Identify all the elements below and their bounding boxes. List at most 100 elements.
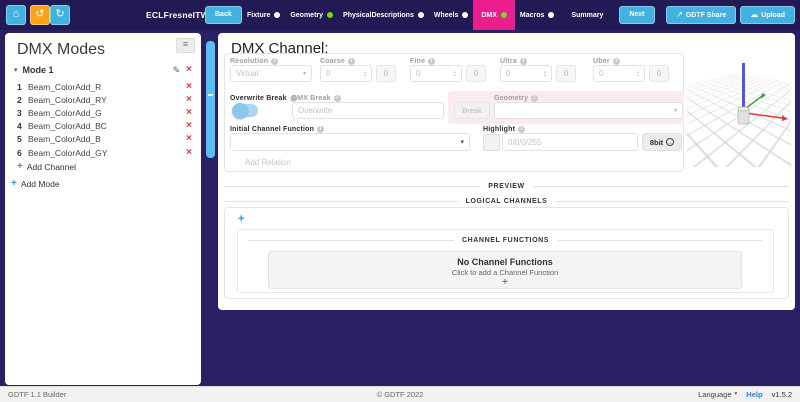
info-icon bbox=[317, 126, 325, 133]
number-spinner-icon[interactable]: ▴ ▾ bbox=[363, 68, 366, 78]
redo-button[interactable]: ↻ bbox=[50, 5, 70, 25]
highlight-input[interactable]: 0/0/0/255 bbox=[502, 133, 638, 151]
help-link[interactable]: Help bbox=[746, 390, 763, 399]
tab-summary[interactable]: Summary bbox=[571, 11, 604, 19]
channel-row[interactable]: 1 Beam_ColorAdd_R × bbox=[5, 80, 201, 93]
language-select[interactable]: Language ▾ bbox=[698, 387, 737, 402]
edit-mode-icon[interactable]: ✎ bbox=[172, 64, 181, 75]
number-spinner-icon[interactable]: ▴ ▾ bbox=[543, 68, 546, 78]
chevron-down-icon: ▾ bbox=[302, 71, 306, 77]
channel-row[interactable]: 3 Beam_ColorAdd_G × bbox=[5, 106, 201, 119]
empty-state-title: No Channel Functions bbox=[457, 257, 553, 267]
highlight-color-swatch[interactable] bbox=[483, 134, 500, 151]
plus-icon: + bbox=[17, 161, 23, 173]
tab-bar: Fixture Geometry PhysicalDescriptions Wheel… bbox=[242, 0, 655, 30]
gdtf-share-label: GDTF Share bbox=[685, 12, 727, 19]
delete-mode-icon[interactable]: × bbox=[186, 64, 192, 75]
upload-button[interactable]: ☁ Upload bbox=[740, 6, 795, 24]
overwrite-break-toggle[interactable] bbox=[232, 102, 258, 119]
geometry-3d-viewport[interactable] bbox=[687, 51, 791, 167]
tab-fixture[interactable]: Fixture bbox=[242, 0, 285, 30]
resolution-label: Resolution bbox=[230, 58, 279, 65]
fixture-name-title: ECLFresnelTW bbox=[146, 10, 209, 20]
collapse-caret-icon[interactable]: ▾ bbox=[14, 67, 18, 74]
info-icon bbox=[518, 126, 526, 133]
topbar: ⌂ ↺ ↻ ECLFresnelTW Back Fixture Geometry P… bbox=[0, 0, 800, 30]
8bit-label: 8bit bbox=[649, 137, 664, 147]
coarse-input[interactable]: 0 ▴ ▾ bbox=[320, 65, 372, 82]
logical-channels-section-divider[interactable]: LOGICAL CHANNELS bbox=[224, 196, 789, 206]
redo-icon: ↻ bbox=[55, 8, 65, 20]
channel-number: 6 bbox=[17, 147, 22, 158]
delete-channel-icon[interactable]: × bbox=[186, 146, 192, 158]
number-spinner-icon[interactable]: ▴ ▾ bbox=[453, 68, 456, 78]
coarse-label: Coarse bbox=[320, 58, 355, 65]
channel-row[interactable]: 6 Beam_ColorAdd_GY × bbox=[5, 146, 201, 159]
tab-wheels[interactable]: Wheels bbox=[429, 0, 474, 30]
channel-row[interactable]: 2 Beam_ColorAdd_RY × bbox=[5, 93, 201, 106]
channel-row[interactable]: 5 Beam_ColorAdd_B × bbox=[5, 133, 201, 146]
upload-label: Upload bbox=[761, 12, 785, 19]
sidebar-menu-icon[interactable]: ≡ bbox=[176, 38, 195, 53]
tab-macros[interactable]: Macros bbox=[515, 0, 560, 30]
share-icon: ↗ bbox=[676, 10, 683, 19]
add-channel-button[interactable]: + Add Channel bbox=[17, 161, 76, 173]
break-button[interactable]: Break bbox=[454, 102, 490, 119]
tab-label: Fixture bbox=[247, 11, 271, 19]
delete-channel-icon[interactable]: × bbox=[186, 80, 192, 92]
add-mode-label: Add Mode bbox=[20, 179, 60, 190]
next-button[interactable]: Next bbox=[619, 6, 655, 24]
uber-mirror-value: 0 bbox=[649, 65, 669, 82]
highlight-label: Highlight bbox=[483, 126, 526, 133]
channel-functions-box bbox=[237, 229, 774, 293]
arrow-right-icon: → bbox=[666, 138, 675, 146]
sidebar-title: DMX Modes bbox=[17, 41, 106, 58]
initial-channel-function-select[interactable]: ▾ bbox=[230, 133, 470, 151]
gdtf-share-button[interactable]: ↗ GDTF Share bbox=[666, 6, 737, 24]
language-label: Language bbox=[698, 390, 732, 399]
number-spinner-icon[interactable]: ▴ ▾ bbox=[636, 68, 639, 78]
add-logical-channel-button[interactable]: + bbox=[238, 213, 245, 225]
delete-channel-icon[interactable]: × bbox=[186, 133, 192, 145]
resolution-select[interactable]: Virtual ▾ bbox=[230, 65, 312, 82]
uber-label: Uber bbox=[593, 58, 620, 65]
tab-list: Fixture Geometry PhysicalDescriptions Wheel… bbox=[242, 0, 559, 30]
home-button[interactable]: ⌂ bbox=[6, 5, 26, 25]
status-bar: GDTF 1.1 Builder © GDTF 2022 Language ▾ H… bbox=[0, 386, 800, 402]
uber-input[interactable]: 0 ▴ ▾ bbox=[593, 65, 645, 82]
add-mode-button[interactable]: + Add Mode bbox=[11, 179, 60, 190]
geometry-select[interactable]: ▾ bbox=[494, 102, 683, 119]
back-button[interactable]: Back bbox=[205, 6, 242, 24]
tab-physicaldescriptions[interactable]: PhysicalDescriptions bbox=[338, 0, 429, 30]
upload-cloud-icon: ☁ bbox=[750, 10, 759, 19]
channel-number: 1 bbox=[17, 81, 22, 92]
channel-row[interactable]: 4 Beam_ColorAdd_BC × bbox=[5, 120, 201, 133]
tab-geometry[interactable]: Geometry bbox=[285, 0, 338, 30]
preview-section-divider[interactable]: PREVIEW bbox=[224, 181, 789, 191]
mode-row[interactable]: ▾ Mode 1 ✎ × bbox=[5, 63, 201, 77]
info-icon bbox=[271, 58, 279, 65]
channel-number: 3 bbox=[17, 107, 22, 118]
dmx-break-input[interactable]: Overwrite bbox=[292, 102, 444, 119]
add-channel-function-button[interactable]: + bbox=[502, 277, 508, 288]
initial-channel-function-label: Initial Channel Function bbox=[230, 126, 325, 133]
delete-channel-icon[interactable]: × bbox=[186, 93, 192, 105]
tab-status-dot-icon bbox=[500, 12, 507, 18]
undo-button[interactable]: ↺ bbox=[30, 5, 50, 25]
tab-dmx[interactable]: DMX bbox=[473, 0, 515, 30]
3d-axes-gizmo bbox=[737, 63, 788, 125]
highlight-8bit-button[interactable]: 8bit → bbox=[642, 133, 682, 151]
tab-label: DMX bbox=[481, 11, 497, 19]
delete-channel-icon[interactable]: × bbox=[186, 106, 192, 118]
no-channel-functions-placeholder[interactable]: No Channel Functions Click to add a Chan… bbox=[268, 251, 742, 289]
undo-icon: ↺ bbox=[35, 8, 45, 20]
tab-status-dot-icon bbox=[274, 12, 281, 18]
add-relation-button[interactable]: Add Relation bbox=[245, 158, 291, 167]
mode-actions: ✎ × bbox=[173, 65, 192, 76]
channel-name: Beam_ColorAdd_RY bbox=[28, 94, 107, 105]
ultra-input[interactable]: 0 ▴ ▾ bbox=[500, 65, 552, 82]
channel-name: Beam_ColorAdd_BC bbox=[28, 121, 107, 132]
fine-input[interactable]: 0 ▴ ▾ bbox=[410, 65, 462, 82]
panel-resizer-handle[interactable] bbox=[206, 41, 215, 158]
delete-channel-icon[interactable]: × bbox=[186, 120, 192, 132]
